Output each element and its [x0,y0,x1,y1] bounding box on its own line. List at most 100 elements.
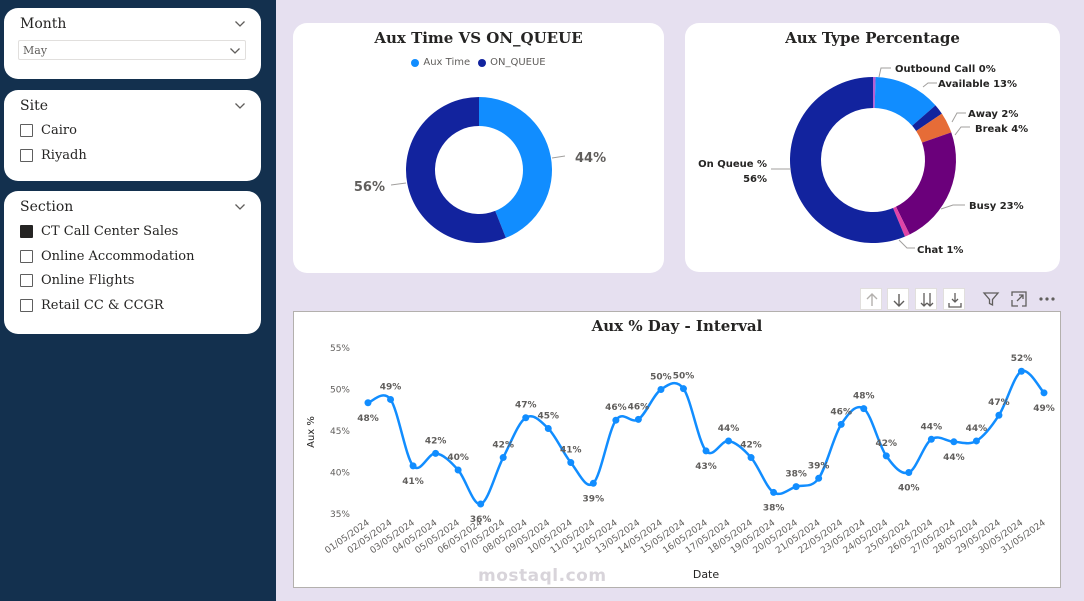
checkbox-checked[interactable] [20,224,33,238]
data-point[interactable] [567,459,575,467]
checkbox[interactable] [20,148,33,162]
filter-icon[interactable] [980,288,1002,310]
aux-day-interval-card[interactable]: Aux % Day - Interval 35% 40% 45% 50% 55% Aux … [293,311,1061,588]
arrow-down-icon[interactable] [887,288,909,310]
data-point[interactable] [432,449,440,457]
legend-item[interactable]: ON_QUEUE [478,57,546,68]
data-point[interactable] [702,447,710,455]
data-point[interactable] [1017,367,1025,375]
arrow-up-icon[interactable] [860,288,882,310]
data-label: 45% [537,412,559,422]
aux-type-donut-chart[interactable]: Outbound Call 0% Available 13% Away 2% Brea… [685,23,1060,272]
data-label: 39% [808,461,830,471]
checkbox[interactable] [20,273,33,287]
more-options-icon[interactable] [1036,288,1058,310]
legend-dot [411,58,420,67]
data-point[interactable] [747,454,755,462]
data-point[interactable] [454,466,462,474]
data-point[interactable] [657,386,665,393]
aux-time-donut-chart[interactable]: 44% 56% [293,23,664,273]
data-point[interactable] [905,469,913,476]
data-label: 50% [650,373,672,383]
legend-label: Aux Time [423,57,471,68]
data-point[interactable] [364,399,372,407]
chart-title: Aux % Day - Interval [591,317,763,335]
aux-type-donut-card[interactable]: Aux Type Percentage Outbound Call 0% Avai… [685,23,1060,272]
data-point[interactable] [634,415,642,423]
data-point[interactable] [1040,389,1048,397]
data-label: Busy 23% [969,201,1024,212]
data-point[interactable] [612,416,620,424]
section-option-label: Retail CC & CCGR [41,297,164,313]
data-label: 46% [605,403,627,413]
donut-slice[interactable] [479,97,552,238]
double-arrow-down-icon[interactable] [915,288,937,310]
y-tick-label: 55% [330,344,350,354]
expand-hierarchy-icon[interactable] [943,288,965,310]
focus-mode-icon[interactable] [1008,288,1030,310]
series-line[interactable] [367,369,1045,506]
data-point[interactable] [792,483,800,491]
data-point[interactable] [972,437,980,445]
donut-slice[interactable] [406,97,506,243]
data-point[interactable] [770,488,778,496]
data-point[interactable] [589,479,597,487]
data-label: Outbound Call 0% [895,64,996,75]
data-label: 56% [743,174,767,185]
donut-slice[interactable] [916,113,952,143]
donut-slice[interactable] [892,206,910,237]
section-option[interactable]: Online Accommodation [20,247,194,265]
filter-pane: Month May Site Cairo Riyadh Section CT C… [0,0,276,601]
section-option-label: Online Accommodation [41,248,195,264]
donut-slice[interactable] [912,105,942,131]
data-point[interactable] [522,414,530,422]
checkbox[interactable] [20,298,33,312]
data-label: Break 4% [975,124,1028,135]
month-dropdown-value: May [23,44,48,57]
leader-line [551,155,566,159]
site-option-label: Cairo [41,122,77,138]
y-tick-label: 45% [330,427,350,437]
aux-time-donut-card[interactable]: Aux Time VS ON_QUEUE Aux Time ON_QUEUE 4… [293,23,664,273]
data-point[interactable] [725,437,733,445]
checkbox[interactable] [20,249,33,263]
data-point[interactable] [409,462,417,470]
chevron-down-icon[interactable] [235,204,245,210]
donut-slice[interactable] [874,77,936,126]
data-label: 48% [853,392,875,402]
donut-slice[interactable] [789,77,905,243]
data-label: 46% [830,407,852,417]
data-point[interactable] [882,452,890,460]
data-point[interactable] [815,474,823,482]
data-point[interactable] [837,420,845,428]
section-option[interactable]: Retail CC & CCGR [20,296,164,314]
data-label: 43% [695,462,717,472]
data-point[interactable] [679,385,687,393]
data-label: 36% [470,515,492,525]
data-point[interactable] [995,411,1003,419]
site-option[interactable]: Riyadh [20,146,87,164]
month-dropdown[interactable]: May [18,40,246,60]
chevron-down-icon[interactable] [235,21,245,27]
section-option[interactable]: CT Call Center Sales [20,222,178,240]
section-option[interactable]: Online Flights [20,271,134,289]
data-label: 42% [875,439,897,449]
data-point[interactable] [927,435,935,443]
leader-line [390,182,407,186]
aux-day-interval-line-chart[interactable]: 35%40%45%50%55%Aux %Date48%01/05/202449%… [294,312,1060,587]
data-point[interactable] [950,438,958,446]
donut-slice[interactable] [895,132,956,235]
site-option[interactable]: Cairo [20,121,77,139]
data-point[interactable] [499,454,507,462]
data-point[interactable] [860,405,868,413]
data-point[interactable] [387,395,395,403]
data-point[interactable] [477,500,485,508]
chevron-down-icon[interactable] [235,103,245,109]
checkbox[interactable] [20,123,33,137]
data-point[interactable] [544,425,552,433]
legend-item[interactable]: Aux Time [411,57,470,68]
data-label: 38% [763,503,785,513]
donut-slice[interactable] [873,77,876,109]
chevron-down-icon [230,48,240,54]
data-label: 38% [785,470,807,480]
